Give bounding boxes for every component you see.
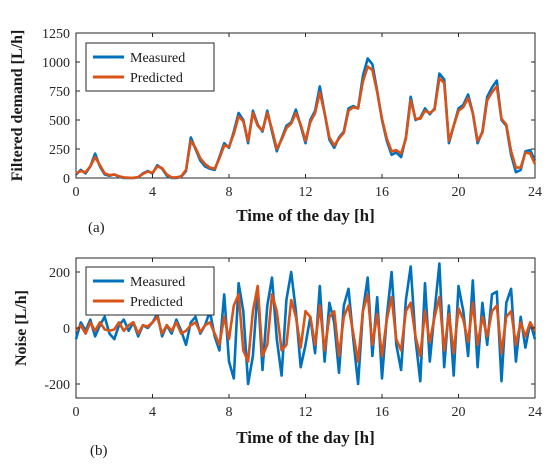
- x-tick-label: 16: [375, 405, 389, 420]
- legend-box-a: [85, 42, 215, 92]
- y-tick-label: 1000: [42, 56, 70, 71]
- legend-a: Measured Predicted: [85, 42, 215, 92]
- x-tick-label: 0: [73, 185, 80, 200]
- x-tick-label: 16: [375, 185, 389, 200]
- y-ticks-b: -200 0 200: [44, 266, 535, 393]
- legend-label-predicted-b: Predicted: [130, 295, 183, 310]
- legend-label-measured-b: Measured: [130, 275, 185, 290]
- x-tick-label: 0: [73, 405, 80, 420]
- y-tick-label: 0: [63, 172, 70, 187]
- series-line-predicted-b: [75, 284, 537, 363]
- legend-box-b: [85, 266, 215, 316]
- y-tick-label: 1250: [42, 27, 70, 42]
- y-tick-label: 500: [49, 114, 70, 129]
- y-tick-label: -200: [44, 378, 70, 393]
- series-group-a: [75, 57, 537, 180]
- panel-label-b: (b): [90, 443, 108, 459]
- x-tick-label: 20: [452, 405, 466, 420]
- legend-label-measured-a: Measured: [130, 51, 185, 66]
- x-tick-label: 20: [452, 185, 466, 200]
- legend-label-predicted-a: Predicted: [130, 71, 183, 86]
- x-tick-label: 24: [528, 405, 542, 420]
- x-tick-label: 8: [226, 405, 233, 420]
- series-line-predicted-a: [75, 65, 537, 180]
- y-axis-label-a: Filtered demand [L/h]: [9, 30, 26, 182]
- x-tick-label: 8: [226, 185, 233, 200]
- panel-label-a: (a): [88, 220, 105, 236]
- chart-panel-a: 0 4 8 12 16 20 24 0 250 500 750 1000 1250 Time of t…: [9, 27, 542, 236]
- x-axis-label-b: Time of the day [h]: [236, 428, 375, 447]
- y-axis-label-b: Noise [L/h]: [13, 290, 30, 366]
- x-tick-label: 4: [149, 185, 156, 200]
- x-tick-label: 12: [299, 405, 313, 420]
- x-tick-label: 12: [299, 185, 313, 200]
- x-ticks-b: 0 4 8 12 16 20 24: [73, 258, 542, 420]
- series-group-b: [74, 262, 537, 386]
- x-axis-label-a: Time of the day [h]: [236, 206, 375, 225]
- y-ticks-a: 0 250 500 750 1000 1250: [42, 27, 535, 187]
- y-tick-label: 200: [49, 266, 70, 281]
- y-tick-label: 250: [49, 143, 70, 158]
- y-tick-label: 750: [49, 85, 70, 100]
- x-tick-label: 24: [528, 185, 542, 200]
- x-ticks-a: 0 4 8 12 16 20 24: [73, 33, 542, 200]
- legend-b: Measured Predicted: [85, 266, 215, 316]
- x-tick-label: 4: [149, 405, 156, 420]
- y-tick-label: 0: [63, 322, 70, 337]
